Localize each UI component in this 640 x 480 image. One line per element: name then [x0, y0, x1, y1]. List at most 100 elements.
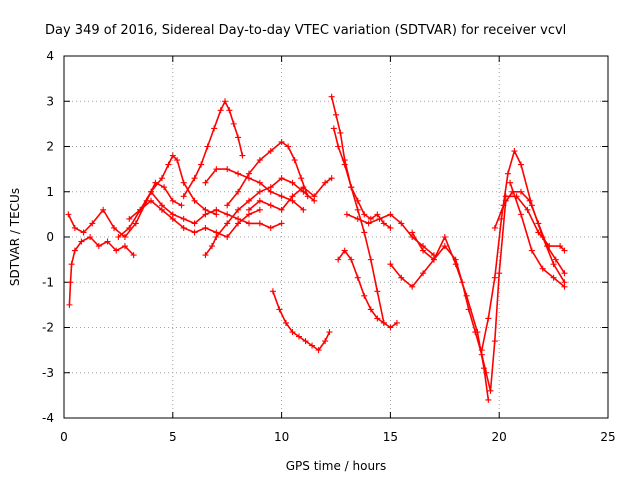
data-point: [126, 215, 133, 222]
data-point: [256, 220, 263, 227]
x-tick-label: 15: [383, 430, 398, 444]
data-point: [374, 288, 381, 295]
series-track-11: [269, 288, 333, 354]
data-point: [67, 279, 74, 286]
data-point: [222, 98, 229, 105]
data-point: [315, 347, 322, 354]
y-tick-labels: -4 -3 -2 -1 0 1 2 3 4: [42, 49, 54, 425]
data-point: [80, 229, 87, 236]
data-point: [78, 238, 85, 245]
data-point: [245, 197, 252, 204]
y-axis-label: SDTVAR / TECUs: [8, 188, 22, 286]
data-point: [235, 215, 242, 222]
data-point: [289, 193, 296, 200]
data-point: [483, 369, 490, 376]
series-track-20: [502, 193, 568, 254]
series-track-5: [148, 188, 285, 231]
data-point: [376, 215, 383, 222]
data-point: [224, 211, 231, 218]
y-tick-label: 0: [46, 230, 54, 244]
data-point: [239, 152, 246, 159]
data-point: [180, 193, 187, 200]
data-point: [87, 234, 94, 240]
series-track-13: [330, 125, 387, 326]
data-point: [224, 202, 231, 209]
data-point: [100, 206, 107, 213]
data-point: [491, 224, 498, 231]
x-tick-label: 20: [492, 430, 507, 444]
data-point: [66, 301, 73, 308]
data-point: [557, 243, 564, 250]
data-point: [267, 148, 274, 155]
data-point: [202, 224, 209, 231]
data-point: [409, 229, 416, 236]
series-line: [272, 290, 331, 351]
series-track-19: [491, 188, 568, 277]
data-point: [211, 125, 218, 132]
data-point: [380, 220, 387, 227]
data-point: [256, 179, 263, 186]
plot-frame: [63, 55, 609, 419]
series-track-16: [387, 234, 492, 403]
data-point: [111, 224, 118, 231]
data-point: [309, 342, 316, 349]
data-point: [354, 215, 361, 222]
chart-title: Day 349 of 2016, Sidereal Day-to-day VTE…: [45, 23, 566, 38]
data-point: [213, 166, 220, 173]
data-point: [180, 179, 187, 186]
data-point: [148, 188, 155, 195]
data-series: [65, 93, 568, 403]
series-track-12: [328, 93, 394, 231]
data-point: [387, 324, 394, 331]
data-point: [245, 206, 252, 213]
data-point: [113, 247, 120, 254]
series-track-3: [115, 152, 220, 240]
data-point: [296, 333, 303, 340]
data-point: [202, 252, 209, 259]
data-point: [441, 243, 448, 250]
data-point: [333, 111, 339, 118]
data-point: [208, 243, 215, 250]
y-tick-label: -4: [42, 411, 54, 425]
data-point: [158, 175, 165, 182]
data-point: [430, 256, 437, 263]
series-line: [411, 200, 507, 392]
data-point: [174, 157, 181, 164]
data-point: [517, 211, 524, 218]
data-point: [380, 319, 387, 326]
data-point: [198, 161, 205, 168]
series-line: [226, 141, 309, 207]
data-point: [487, 387, 494, 394]
series-line: [493, 191, 566, 275]
data-point: [104, 238, 111, 245]
data-point: [322, 179, 329, 186]
data-point: [230, 120, 237, 127]
data-point: [121, 243, 128, 250]
data-point: [65, 211, 72, 218]
data-point: [322, 338, 329, 345]
data-point: [169, 211, 176, 218]
data-point: [311, 193, 318, 200]
series-track-6: [180, 98, 246, 200]
data-point: [367, 215, 374, 222]
data-point: [465, 306, 472, 313]
data-point: [459, 279, 466, 286]
data-point: [496, 270, 503, 277]
data-point: [328, 93, 335, 100]
series-line: [332, 127, 385, 324]
x-tick-labels: 0 5 10 15 20 25: [60, 430, 615, 444]
data-point: [235, 206, 242, 213]
data-point: [302, 338, 309, 345]
data-point: [304, 193, 311, 200]
data-point: [491, 274, 498, 281]
data-point: [361, 229, 368, 236]
data-point: [226, 107, 233, 114]
data-point: [278, 175, 285, 182]
data-point: [267, 224, 274, 231]
data-point: [158, 202, 165, 209]
data-point: [367, 256, 374, 263]
y-tick-label: -3: [42, 366, 54, 380]
data-point: [245, 170, 252, 177]
data-point: [361, 211, 368, 218]
data-point: [278, 220, 285, 227]
